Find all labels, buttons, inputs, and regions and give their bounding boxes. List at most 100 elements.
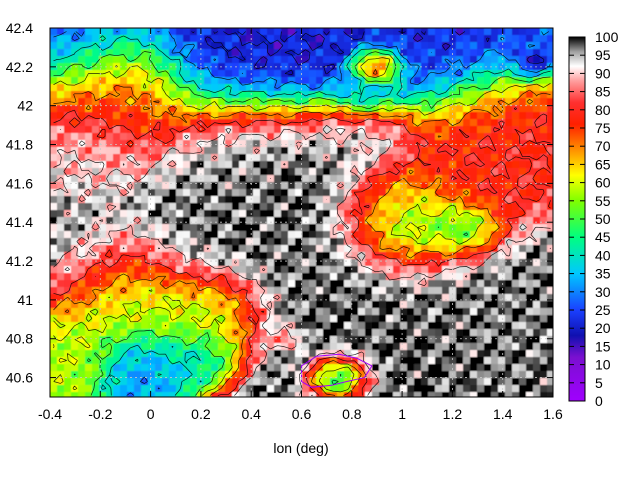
heat-cell: [113, 280, 121, 288]
heat-cell: [435, 280, 443, 288]
x-tick-label: 1: [398, 406, 406, 422]
heat-cell: [50, 392, 58, 397]
heat-cell: [239, 84, 247, 92]
heat-cell: [169, 329, 177, 337]
heat-cell: [484, 385, 492, 393]
heat-cell: [148, 301, 156, 309]
heat-cell: [309, 210, 317, 218]
heat-cell: [127, 287, 135, 295]
heat-cell: [330, 182, 338, 190]
heat-cell: [547, 154, 553, 162]
heat-cell: [183, 105, 191, 113]
heat-cell: [211, 112, 219, 120]
heat-cell: [344, 84, 352, 92]
heat-cell: [148, 35, 156, 43]
heat-cell: [120, 35, 128, 43]
heat-cell: [484, 371, 492, 379]
heat-cell: [92, 182, 100, 190]
heat-cell: [218, 266, 226, 274]
heat-cell: [351, 42, 359, 50]
heat-cell: [379, 308, 387, 316]
heat-cell: [491, 119, 499, 127]
heat-cell: [386, 280, 394, 288]
heat-cell: [50, 182, 58, 190]
heat-cell: [456, 343, 464, 351]
heat-cell: [323, 217, 331, 225]
heat-cell: [512, 28, 520, 36]
heat-cell: [253, 161, 261, 169]
heat-cell: [288, 175, 296, 183]
heat-cell: [260, 161, 268, 169]
heat-cell: [526, 154, 534, 162]
heat-cell: [190, 280, 198, 288]
heat-cell: [330, 364, 338, 372]
heat-cell: [533, 49, 541, 57]
heat-cell: [288, 98, 296, 106]
heat-cell: [435, 378, 443, 386]
heat-cell: [232, 49, 240, 57]
heat-cell: [78, 371, 86, 379]
heat-cell: [463, 203, 471, 211]
heat-cell: [302, 217, 310, 225]
heat-cell: [99, 42, 107, 50]
heat-cell: [309, 84, 317, 92]
heat-cell: [106, 336, 114, 344]
heat-cell: [162, 245, 170, 253]
heat-cell: [127, 161, 135, 169]
heat-cell: [400, 49, 408, 57]
heat-cell: [505, 217, 513, 225]
heat-cell: [211, 133, 219, 141]
heat-cell: [50, 217, 58, 225]
heat-cell: [106, 28, 114, 36]
heat-cell: [141, 105, 149, 113]
heat-cell: [498, 266, 506, 274]
heat-cell: [288, 280, 296, 288]
heat-cell: [463, 336, 471, 344]
heat-cell: [99, 273, 107, 281]
heat-cell: [365, 238, 373, 246]
heat-cell: [316, 126, 324, 134]
heat-cell: [547, 210, 553, 218]
heat-cell: [351, 140, 359, 148]
heat-cell: [519, 266, 527, 274]
heat-cell: [512, 308, 520, 316]
heat-cell: [547, 203, 553, 211]
heat-cell: [267, 161, 275, 169]
heat-cell: [295, 154, 303, 162]
heat-cell: [358, 378, 366, 386]
heat-cell: [428, 175, 436, 183]
heat-cell: [400, 245, 408, 253]
heat-cell: [260, 70, 268, 78]
heat-cell: [162, 238, 170, 246]
heat-cell: [148, 224, 156, 232]
heat-cell: [85, 126, 93, 134]
heat-cell: [183, 245, 191, 253]
grid-lines: [50, 28, 553, 397]
heat-cell: [547, 168, 553, 176]
heat-cell: [120, 154, 128, 162]
heat-cell: [484, 343, 492, 351]
heat-cell: [330, 371, 338, 379]
heat-cell: [85, 245, 93, 253]
heat-cell: [442, 35, 450, 43]
heat-cell: [491, 294, 499, 302]
heat-cell: [148, 91, 156, 99]
heat-cell: [253, 140, 261, 148]
heat-cell: [498, 140, 506, 148]
heat-cell: [57, 329, 65, 337]
heat-cell: [316, 266, 324, 274]
heat-cell: [134, 231, 142, 239]
heat-cell: [470, 175, 478, 183]
heat-cell: [533, 308, 541, 316]
heat-cell: [260, 294, 268, 302]
heat-cell: [148, 196, 156, 204]
heat-cell: [99, 357, 107, 365]
heat-cell: [386, 385, 394, 393]
heat-cell: [456, 266, 464, 274]
heat-cell: [162, 105, 170, 113]
heat-cell: [204, 63, 212, 71]
heat-cell: [274, 98, 282, 106]
heat-cell: [309, 140, 317, 148]
heat-cell: [372, 168, 380, 176]
heat-cell: [393, 133, 401, 141]
